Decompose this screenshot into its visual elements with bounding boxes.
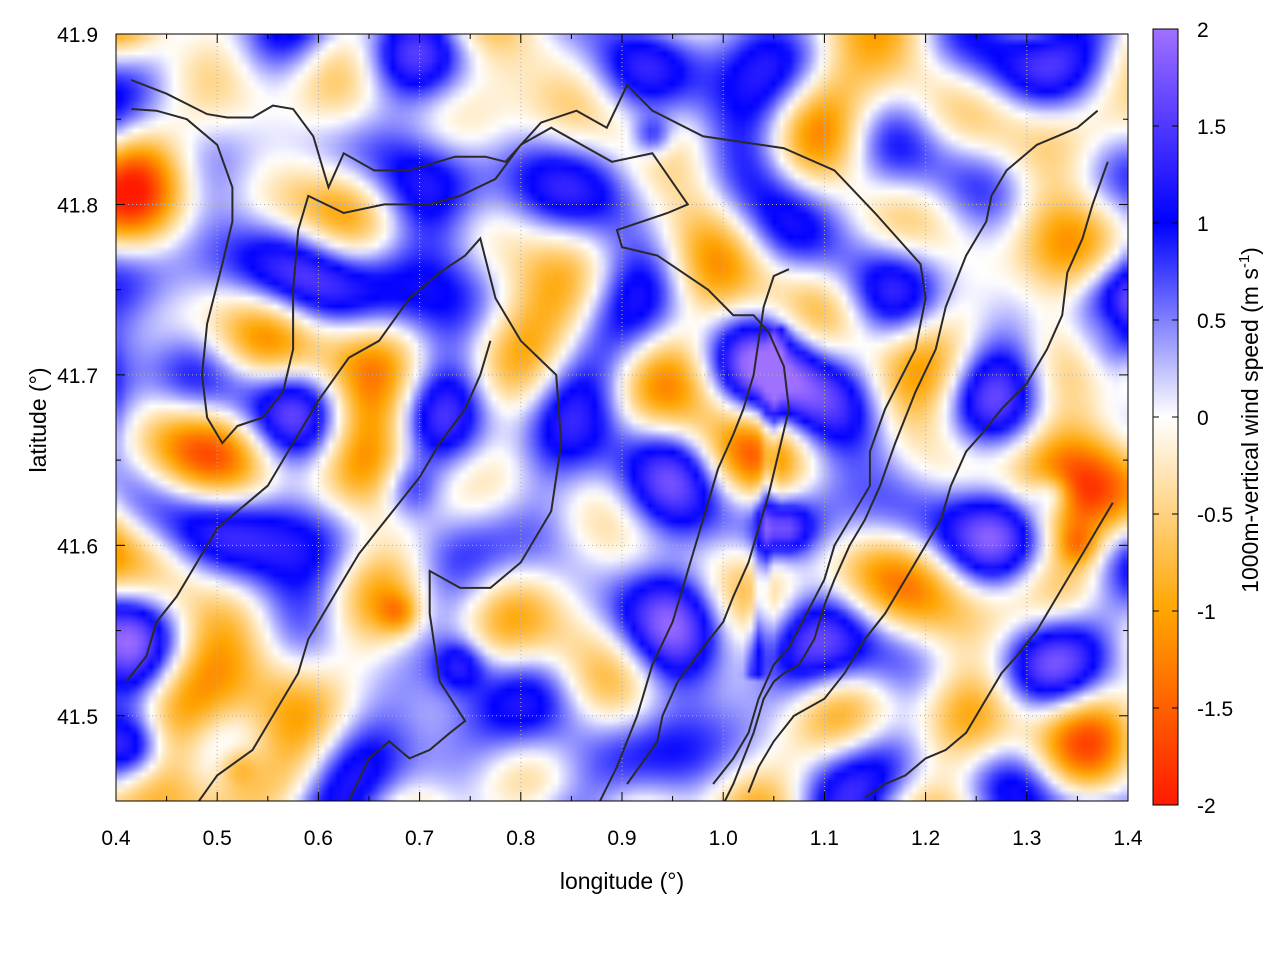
y-axis-ticks: 41.5 41.6 41.7 41.8 41.9 xyxy=(57,24,1128,802)
x-tick-label: 1.3 xyxy=(1012,827,1041,850)
colorbar-title-end: ) xyxy=(1237,247,1263,255)
y-tick-label: 41.9 xyxy=(57,24,98,47)
colorbar-tick-label: -2 xyxy=(1197,795,1216,818)
colorbar-title: 1000m-vertical wind speed (m s-1) xyxy=(1236,247,1263,593)
contour-line xyxy=(864,502,1114,799)
x-tick-label: 0.7 xyxy=(405,827,434,850)
contour-line xyxy=(723,109,1099,801)
contour-line xyxy=(197,340,492,801)
colorbar: 2 1.5 1 0.5 0 -0.5 -1 -1.5 -2 xyxy=(1152,19,1233,818)
x-tick-label: 0.4 xyxy=(101,827,131,850)
colorbar-tick-label: 1.5 xyxy=(1197,116,1226,139)
y-axis-title: latitude (°) xyxy=(25,367,51,472)
y-tick-label: 41.8 xyxy=(57,194,98,217)
colorbar-tick-label: -1.5 xyxy=(1197,698,1233,721)
x-axis-ticks: 0.4 0.5 0.6 0.7 0.8 0.9 1.0 1.1 1.2 1.3 1.4 xyxy=(101,34,1143,850)
colorbar-title-sup: -1 xyxy=(1236,255,1253,268)
x-tick-label: 0.5 xyxy=(203,827,232,850)
y-tick-label: 41.6 xyxy=(57,535,98,558)
y-tick-label: 41.7 xyxy=(57,365,98,388)
heatmap-canvas xyxy=(116,34,1128,801)
colorbar-tick-label: 2 xyxy=(1197,19,1209,42)
colorbar-tick-label: 0.5 xyxy=(1197,310,1226,333)
contour-line xyxy=(130,79,927,785)
colorbar-tick-label: 1 xyxy=(1197,213,1209,236)
x-tick-label: 1.0 xyxy=(709,827,738,850)
x-tick-label: 0.6 xyxy=(304,827,333,850)
contour-line xyxy=(131,108,791,785)
plot-area xyxy=(115,33,1129,802)
colorbar-title-main: 1000m-vertical wind speed (m s xyxy=(1237,268,1263,593)
contour-line xyxy=(598,268,790,801)
colorbar-tick-label: -1 xyxy=(1197,601,1216,624)
x-tick-label: 1.4 xyxy=(1113,827,1143,850)
x-axis-title: longitude (°) xyxy=(560,868,684,894)
x-tick-label: 1.2 xyxy=(911,827,940,850)
colorbar-ticks: 2 1.5 1 0.5 0 -0.5 -1 -1.5 -2 xyxy=(1153,19,1233,818)
colorbar-tick-label: -0.5 xyxy=(1197,504,1233,527)
y-tick-label: 41.5 xyxy=(57,706,98,729)
x-tick-label: 0.9 xyxy=(607,827,636,850)
x-tick-label: 1.1 xyxy=(810,827,839,850)
colorbar-tick-label: 0 xyxy=(1197,407,1209,430)
x-tick-label: 0.8 xyxy=(506,827,535,850)
contour-lines xyxy=(125,79,1114,801)
contour-line xyxy=(125,236,563,801)
contour-line xyxy=(747,161,1109,793)
